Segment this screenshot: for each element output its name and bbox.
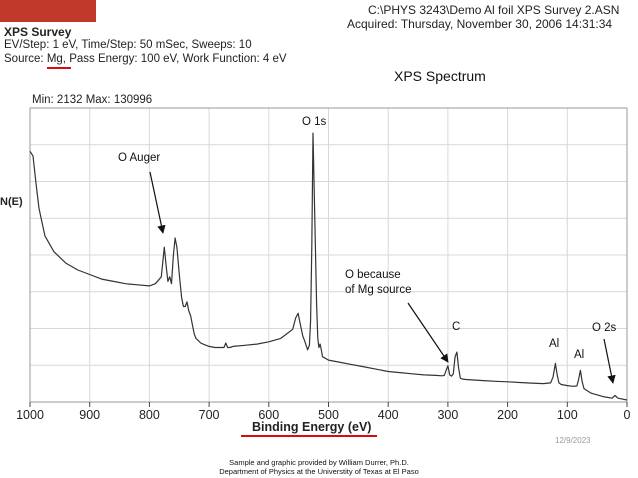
x-tick-label: 600 xyxy=(258,408,279,422)
x-tick-label: 700 xyxy=(199,408,220,422)
x-tick-label: 800 xyxy=(139,408,160,422)
file-path: C:\PHYS 3243\Demo Al foil XPS Survey 2.A… xyxy=(368,3,620,17)
annotation-al-2s: Al xyxy=(574,349,585,361)
x-tick-label: 900 xyxy=(79,408,100,422)
annotation-o-2s: O 2s xyxy=(592,322,617,334)
x-tick-label: 500 xyxy=(318,408,339,422)
x-axis-label-underline xyxy=(241,435,377,437)
x-tick-label: 400 xyxy=(378,408,399,422)
source-params: Source: Mg, Pass Energy: 100 eV, Work Fu… xyxy=(4,53,287,65)
source-underline xyxy=(47,67,71,69)
y-axis-label: N(E) xyxy=(0,196,23,208)
annotation-o-1s: O 1s xyxy=(302,116,327,128)
annotation-c: C xyxy=(452,321,461,333)
survey-title: XPS Survey xyxy=(4,25,72,39)
acquired-timestamp: Acquired: Thursday, November 30, 2006 14… xyxy=(347,17,613,31)
min-max-readout: Min: 2132 Max: 130996 xyxy=(32,94,153,106)
o-auger-arrow xyxy=(149,171,166,234)
annotation-o-mg-line1: O because xyxy=(345,269,401,281)
x-tick-label: 100 xyxy=(557,408,578,422)
credit-line-1: Sample and graphic provided by William D… xyxy=(229,458,409,467)
x-tick-label: 0 xyxy=(624,408,631,422)
x-tick-label: 200 xyxy=(497,408,518,422)
annotation-o-auger: O Auger xyxy=(118,152,161,164)
chart-title: XPS Spectrum xyxy=(394,68,486,84)
accent-block xyxy=(0,0,96,22)
x-tick-label: 300 xyxy=(437,408,458,422)
slide-date: 12/9/2023 xyxy=(555,436,591,445)
x-tick-label: 1000 xyxy=(16,408,44,422)
o-mg-arrow xyxy=(407,302,449,363)
annotation-o-mg-line2: of Mg source xyxy=(345,284,412,296)
credit-line-2: Department of Physics at the Universtity… xyxy=(219,467,419,476)
spectrum-line-1 xyxy=(29,132,628,401)
o-2s-arrow xyxy=(603,338,616,384)
annotation-al-2p: Al xyxy=(549,338,560,350)
x-axis-label: Binding Energy (eV) xyxy=(252,420,372,434)
acquisition-params: EV/Step: 1 eV, Time/Step: 50 mSec, Sweep… xyxy=(4,39,252,51)
